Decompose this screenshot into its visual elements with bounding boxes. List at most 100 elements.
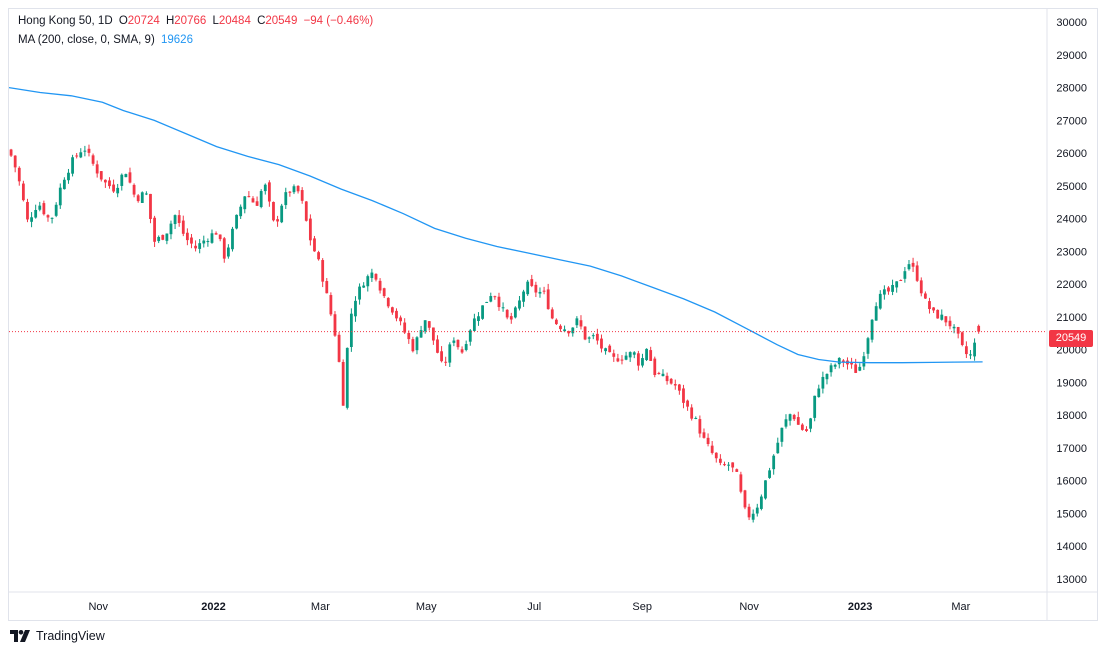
candle [669, 377, 673, 385]
candle [936, 309, 940, 319]
candle [206, 238, 210, 247]
candle [882, 285, 886, 300]
candle [784, 414, 788, 429]
price-tick-label: 23000 [1056, 246, 1087, 258]
candle [710, 440, 714, 455]
candle [222, 236, 226, 263]
candle [854, 358, 858, 374]
candle [739, 471, 743, 494]
candle [727, 462, 730, 471]
price-tick-label: 25000 [1056, 181, 1087, 193]
price-tick-label: 29000 [1056, 50, 1087, 62]
candle [895, 281, 899, 293]
time-tick-label: 2023 [848, 601, 872, 613]
candle [120, 173, 124, 191]
candle [304, 200, 308, 222]
candle [468, 329, 472, 346]
candle [759, 494, 763, 511]
candle [58, 183, 62, 209]
candle [628, 351, 632, 362]
time-tick-label: Jul [527, 601, 541, 613]
candle [874, 302, 878, 321]
candle [632, 351, 636, 359]
high-value: 20766 [174, 15, 207, 27]
candle [46, 214, 50, 222]
candle [477, 312, 480, 326]
price-tick-label: 26000 [1056, 148, 1087, 160]
candle [764, 480, 767, 500]
tradingview-icon [10, 630, 30, 642]
candle [280, 203, 284, 224]
price-tick-label: 17000 [1056, 443, 1087, 455]
candle [358, 283, 361, 305]
candle [813, 395, 817, 422]
candle [743, 489, 747, 510]
ohlc-legend: Hong Kong 50, 1D O20724 H20766 L20484 C2… [18, 15, 376, 27]
candle [157, 235, 161, 244]
candle [464, 340, 468, 352]
candle [677, 383, 681, 395]
candle [181, 215, 185, 237]
ma-value: 19626 [160, 34, 193, 46]
price-tick-label: 28000 [1056, 83, 1087, 95]
candle [636, 350, 640, 371]
candle [83, 145, 87, 157]
candle [686, 399, 689, 411]
candle [825, 373, 829, 385]
candle [657, 371, 661, 375]
tradingview-logo[interactable]: TradingView [10, 629, 105, 643]
candle [509, 312, 513, 324]
candle [493, 295, 497, 300]
candle [54, 202, 58, 218]
candle [26, 198, 29, 223]
candle [390, 306, 394, 315]
candle [374, 273, 378, 282]
price-tick-label: 16000 [1056, 476, 1087, 488]
candle [308, 214, 312, 246]
ma-layer [9, 86, 1047, 364]
price-tick-label: 14000 [1056, 541, 1087, 553]
candle [313, 235, 316, 252]
candle [337, 332, 341, 363]
candle [17, 166, 21, 186]
candle [235, 214, 238, 230]
price-tick-label: 15000 [1056, 508, 1087, 520]
candle [755, 503, 759, 517]
candle [891, 279, 894, 296]
candle [833, 363, 837, 370]
candle [317, 250, 320, 261]
candle [858, 363, 862, 372]
candle [415, 336, 419, 355]
ma-200-line [9, 86, 983, 364]
candle [542, 286, 546, 295]
time-tick-label: Mar [951, 601, 970, 613]
candle [559, 324, 562, 332]
candle [173, 214, 177, 230]
price-tick-label: 27000 [1056, 115, 1087, 127]
candle [267, 180, 271, 207]
candle [964, 341, 968, 359]
candle [243, 196, 247, 214]
candle [911, 257, 915, 273]
candle [448, 342, 452, 368]
candle [583, 326, 587, 341]
candle [165, 233, 169, 245]
candle [501, 302, 505, 312]
chart-canvas[interactable]: 13000 14000 15000 16000 17000 18000 19000 20000… [9, 9, 1097, 620]
candle [682, 384, 685, 409]
price-axis: 13000 14000 15000 16000 17000 18000 19000 20000… [1056, 17, 1087, 586]
candle [21, 180, 25, 202]
candle [210, 229, 214, 244]
candle [99, 171, 103, 182]
candle [436, 335, 439, 354]
candle [177, 210, 181, 227]
candle [481, 305, 484, 320]
low-label: L [212, 15, 219, 27]
candle [251, 196, 255, 203]
candle [50, 217, 54, 224]
candle [887, 286, 890, 295]
candle [345, 347, 349, 410]
time-axis: Nov 2022 Mar May Jul Sep Nov 2023 Mar [88, 601, 970, 613]
candle [67, 168, 70, 184]
candle [903, 266, 907, 283]
